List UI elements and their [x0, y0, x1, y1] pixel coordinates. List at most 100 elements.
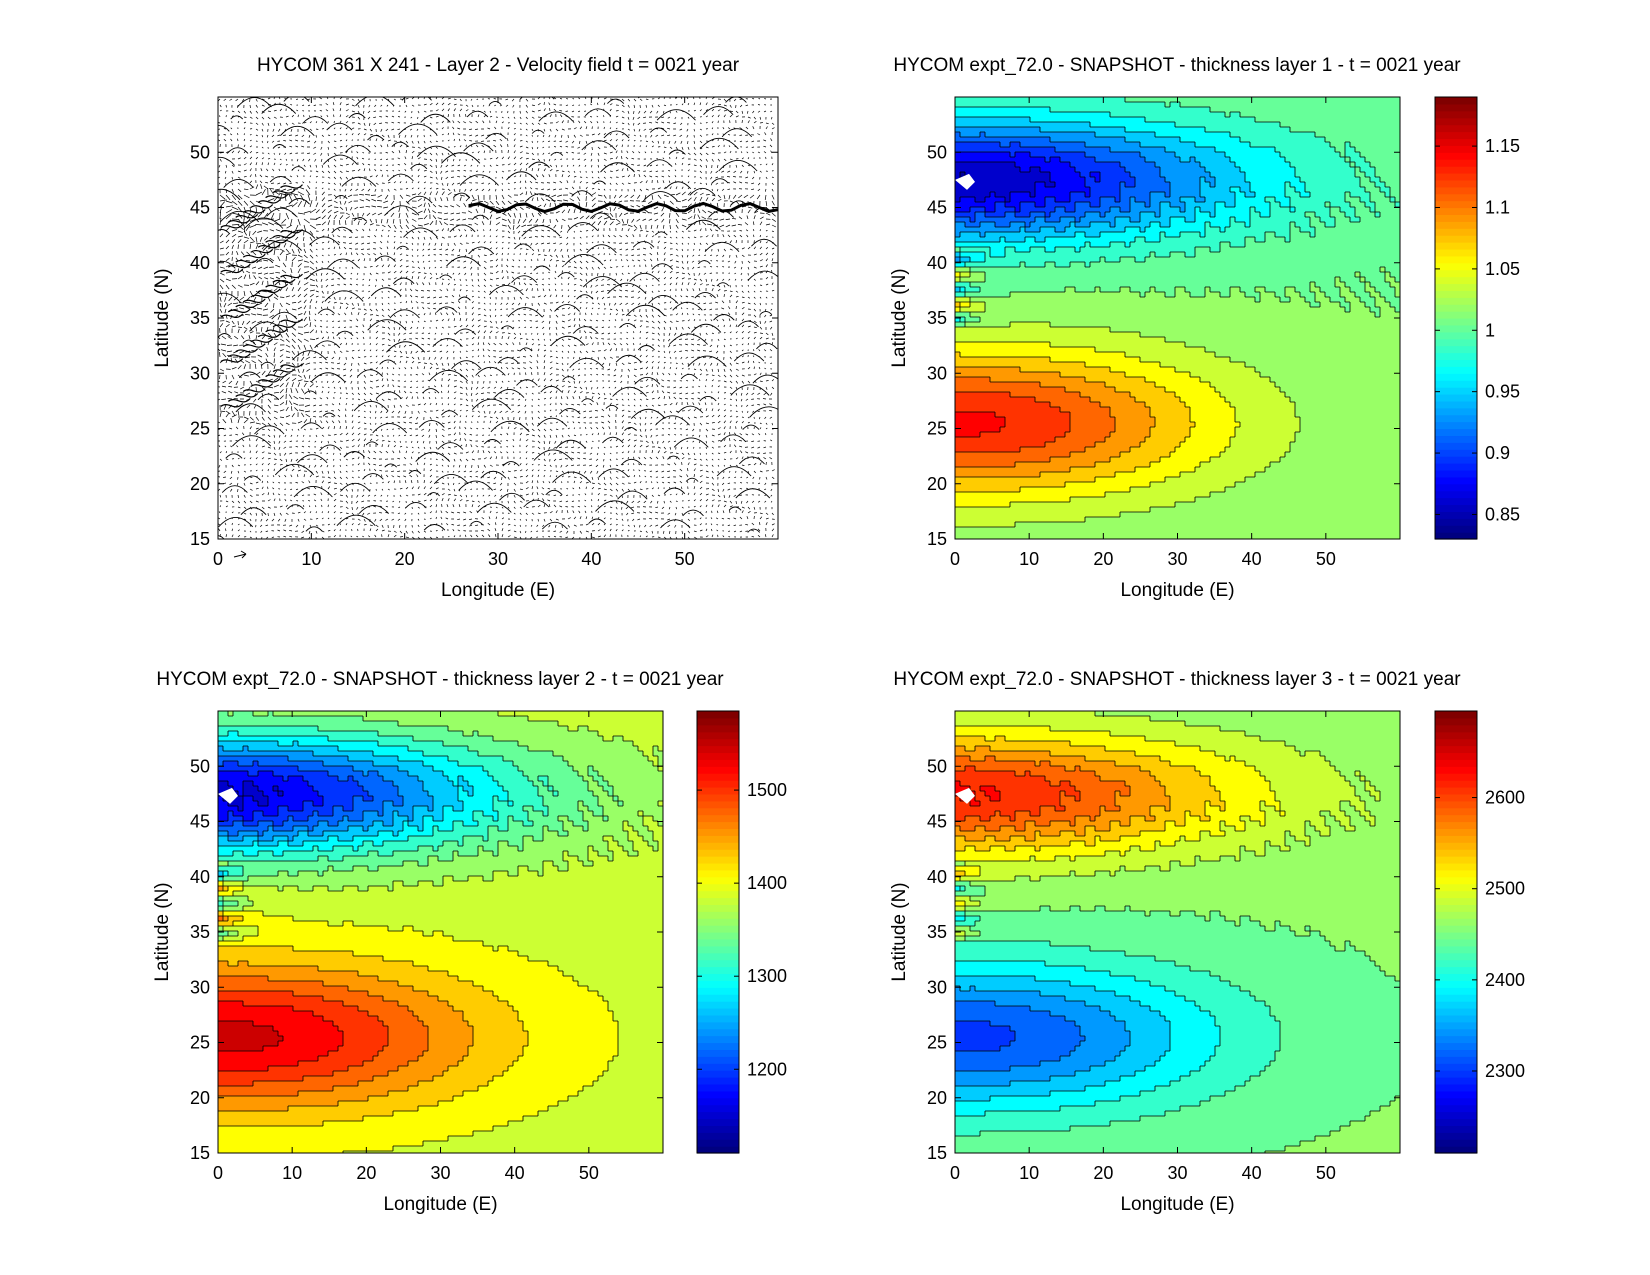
layer2-ytick-label: 40 [190, 867, 210, 887]
velocity-xtick-label: 30 [488, 549, 508, 569]
layer1-colorbar-tick-label: 0.95 [1485, 382, 1520, 402]
velocity-title: HYCOM 361 X 241 - Layer 2 - Velocity fie… [257, 55, 740, 76]
layer3-xtick-label: 40 [1242, 1163, 1262, 1183]
layer1-xtick-label: 20 [1093, 549, 1113, 569]
velocity-xtick-label: 50 [675, 549, 695, 569]
layer1-contour-lines [955, 97, 1400, 528]
velocity-panel: HYCOM 361 X 241 - Layer 2 - Velocity fie… [152, 55, 779, 601]
layer1-xtick-label: 50 [1316, 549, 1336, 569]
layer2-field [218, 711, 663, 1153]
layer1-ytick-label: 15 [927, 529, 947, 549]
layer1-colorbar-tick-label: 1.15 [1485, 136, 1520, 156]
layer3-field [955, 711, 1400, 1153]
layer3-xlabel: Longitude (E) [1120, 1194, 1234, 1215]
layer1-field [955, 97, 1400, 539]
velocity-ytick-label: 25 [190, 419, 210, 439]
layer2-ytick-label: 15 [190, 1143, 210, 1163]
layer2-panel: HYCOM expt_72.0 - SNAPSHOT - thickness l… [152, 669, 787, 1215]
layer2-xtick-label: 20 [356, 1163, 376, 1183]
layer1-xtick-label: 0 [950, 549, 960, 569]
layer1-ytick-label: 45 [927, 198, 947, 218]
velocity-xtick-label: 0 [213, 549, 223, 569]
layer3-ytick-label: 35 [927, 922, 947, 942]
layer1-title: HYCOM expt_72.0 - SNAPSHOT - thickness l… [893, 55, 1461, 76]
layer1-ytick-label: 50 [927, 142, 947, 162]
layer2-colorbar-tick-label: 1200 [747, 1059, 787, 1079]
layer1-colorbar-tick-label: 0.9 [1485, 443, 1510, 463]
velocity-ytick-label: 40 [190, 253, 210, 273]
layer3-ytick-label: 45 [927, 812, 947, 832]
layer1-ylabel: Latitude (N) [889, 268, 910, 367]
layer1-xlabel: Longitude (E) [1120, 580, 1234, 601]
velocity-xlabel: Longitude (E) [441, 580, 555, 601]
layer1-land-patch [955, 173, 975, 190]
layer2-xlabel: Longitude (E) [383, 1194, 497, 1215]
layer2-xtick-label: 40 [505, 1163, 525, 1183]
velocity-ylabel: Latitude (N) [152, 268, 173, 367]
layer1-ytick-label: 30 [927, 363, 947, 383]
layer1-colorbar-tick-label: 1 [1485, 320, 1495, 340]
layer1-colorbar-tick-label: 0.85 [1485, 504, 1520, 524]
layer2-land-patch [218, 787, 238, 804]
layer2-ytick-label: 35 [190, 922, 210, 942]
velocity-jet-streak [468, 201, 778, 214]
velocity-xtick-label: 20 [395, 549, 415, 569]
layer1-ytick-label: 20 [927, 474, 947, 494]
layer3-contour-lines [955, 711, 1400, 1153]
layer3-ytick-label: 20 [927, 1088, 947, 1108]
layer2-xtick-label: 30 [430, 1163, 450, 1183]
layer3-ytick-label: 50 [927, 756, 947, 776]
velocity-ytick-label: 35 [190, 308, 210, 328]
layer3-colorbar: 2300 2400 2500 2600 [1434, 710, 1525, 1154]
layer3-ylabel: Latitude (N) [889, 882, 910, 981]
layer3-xtick-label: 50 [1316, 1163, 1336, 1183]
layer3-xtick-label: 0 [950, 1163, 960, 1183]
layer3-xtick-label: 20 [1093, 1163, 1113, 1183]
layer3-ytick-label: 30 [927, 977, 947, 997]
layer1-colorbar-tick-label: 1.05 [1485, 259, 1520, 279]
layer2-ytick-label: 45 [190, 812, 210, 832]
velocity-vector-field [218, 97, 778, 539]
layer2-ytick-label: 30 [190, 977, 210, 997]
layer3-land-patch [955, 787, 975, 804]
layer3-ytick-label: 40 [927, 867, 947, 887]
layer3-colorbar-tick-label: 2500 [1485, 879, 1525, 899]
layer2-ylabel: Latitude (N) [152, 882, 173, 981]
velocity-ytick-label: 15 [190, 529, 210, 549]
velocity-ytick-label: 50 [190, 142, 210, 162]
layer3-title: HYCOM expt_72.0 - SNAPSHOT - thickness l… [893, 669, 1461, 690]
velocity-xtick-label: 40 [581, 549, 601, 569]
velocity-ytick-label: 45 [190, 198, 210, 218]
layer3-colorbar-tick-label: 2300 [1485, 1061, 1525, 1081]
layer1-colorbar-tick-label: 1.1 [1485, 198, 1510, 218]
layer2-colorbar-tick-label: 1400 [747, 873, 787, 893]
layer3-colorbar-tick-label: 2600 [1485, 788, 1525, 808]
layer3-xtick-label: 10 [1019, 1163, 1039, 1183]
layer1-xtick-label: 10 [1019, 549, 1039, 569]
layer2-colorbar-tick-label: 1500 [747, 780, 787, 800]
layer1-colorbar: 0.85 0.9 0.95 1 1.05 1.1 1.15 [1434, 96, 1520, 540]
layer2-ytick-label: 50 [190, 756, 210, 776]
layer1-xtick-label: 40 [1242, 549, 1262, 569]
velocity-ytick-label: 30 [190, 363, 210, 383]
layer3-ytick-label: 25 [927, 1033, 947, 1053]
layer2-ytick-label: 20 [190, 1088, 210, 1108]
layer1-ytick-label: 40 [927, 253, 947, 273]
layer2-ytick-label: 25 [190, 1033, 210, 1053]
layer2-xtick-label: 0 [213, 1163, 223, 1183]
velocity-reference-arrow-icon [233, 550, 247, 559]
layer1-ytick-label: 25 [927, 419, 947, 439]
layer3-ytick-label: 15 [927, 1143, 947, 1163]
layer1-xtick-label: 30 [1167, 549, 1187, 569]
layer1-ytick-label: 35 [927, 308, 947, 328]
layer2-title: HYCOM expt_72.0 - SNAPSHOT - thickness l… [156, 669, 724, 690]
layer2-xtick-label: 10 [282, 1163, 302, 1183]
layer1-panel: HYCOM expt_72.0 - SNAPSHOT - thickness l… [889, 55, 1520, 601]
layer3-panel: HYCOM expt_72.0 - SNAPSHOT - thickness l… [889, 669, 1525, 1215]
layer3-colorbar-tick-label: 2400 [1485, 970, 1525, 990]
velocity-ytick-label: 20 [190, 474, 210, 494]
layer2-colorbar: 1200 1300 1400 1500 [696, 710, 787, 1154]
velocity-xtick-label: 10 [301, 549, 321, 569]
layer2-colorbar-tick-label: 1300 [747, 966, 787, 986]
